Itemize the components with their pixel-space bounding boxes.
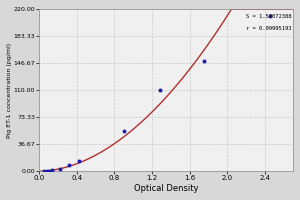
Y-axis label: Pig ET-1 concentration (pg/ml): Pig ET-1 concentration (pg/ml) [7,42,12,138]
Text: r = 0.99995193: r = 0.99995193 [245,26,291,31]
Point [267,15,272,18]
Point [42,170,46,173]
Point [122,129,126,132]
Point [58,167,62,170]
Text: S = 1.57072388: S = 1.57072388 [245,14,291,19]
Point [76,159,81,162]
Point [157,88,162,92]
Point [67,164,72,167]
Point [201,59,206,62]
Point [47,169,52,172]
X-axis label: Optical Density: Optical Density [134,184,198,193]
Point [45,170,50,173]
Point [50,168,55,172]
